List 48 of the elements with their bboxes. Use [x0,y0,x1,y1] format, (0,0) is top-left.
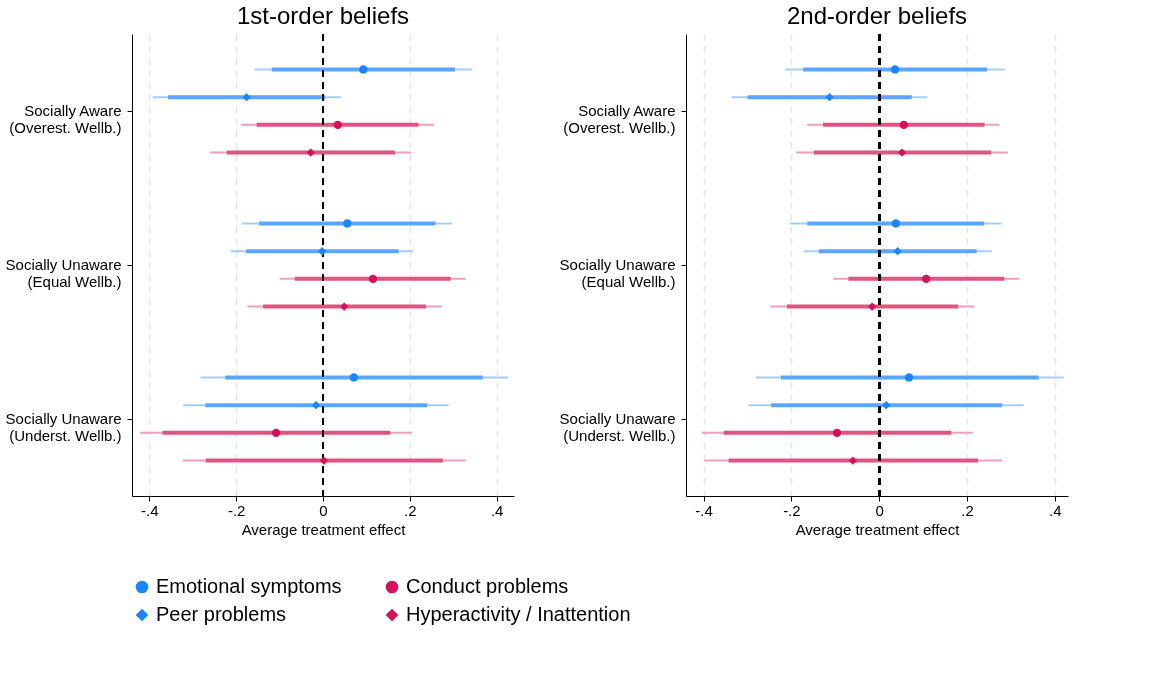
bar [162,430,391,435]
y-tick-label: Socially Unaware (Underst. Wellb.) [559,410,676,444]
x-tick-label: .4 [1049,501,1062,519]
bar [813,150,992,155]
bar [780,375,1039,380]
bar [728,458,978,463]
bar [256,122,419,127]
bar [786,304,959,309]
x-tick-label: 0 [319,501,328,519]
x-tick-label: -.2 [227,501,246,519]
bar [747,95,912,100]
bar [246,249,399,254]
bar [205,458,443,463]
bar [771,403,1003,408]
legend-label: Peer problems [156,603,287,625]
x-tick-label: .2 [404,501,417,519]
x-axis-title: Average treatment effect [795,520,961,538]
x-axis-title: Average treatment effect [241,520,407,538]
bar [803,67,988,72]
bar [226,150,396,155]
x-tick-label: -.4 [141,501,159,519]
x-tick-label: .2 [961,501,974,519]
y-tick-label: Socially Unaware (Equal Wellb.) [559,256,676,290]
bar [259,221,436,226]
y-tick-label: Socially Unaware (Equal Wellb.) [5,256,122,290]
chart-title: 2nd-order beliefs [786,2,968,29]
bar [723,430,952,435]
chart-title: 1st-order beliefs [236,2,410,29]
legend-label: Hyperactivity / Inattention [406,603,631,625]
x-tick-label: -.4 [695,501,713,519]
x-tick-label: -.2 [783,501,801,519]
legend-label: Emotional symptoms [156,575,342,597]
bar [822,122,985,127]
y-tick-label: Socially Unaware (Underst. Wellb.) [5,410,122,444]
bar [263,304,426,309]
bar [819,249,977,254]
y-tick-label: Socially Aware (Overest. Wellb.) [563,102,676,136]
bar [807,221,985,226]
legend-label: Conduct problems [406,575,569,597]
bar [205,403,428,408]
bar [271,67,455,72]
bar [168,95,326,100]
bar [294,276,451,281]
y-tick-label: Socially Aware (Overest. Wellb.) [9,102,122,136]
bar [225,375,483,380]
x-tick-label: .4 [490,501,504,519]
x-tick-label: 0 [875,501,884,519]
bar [848,276,1005,281]
